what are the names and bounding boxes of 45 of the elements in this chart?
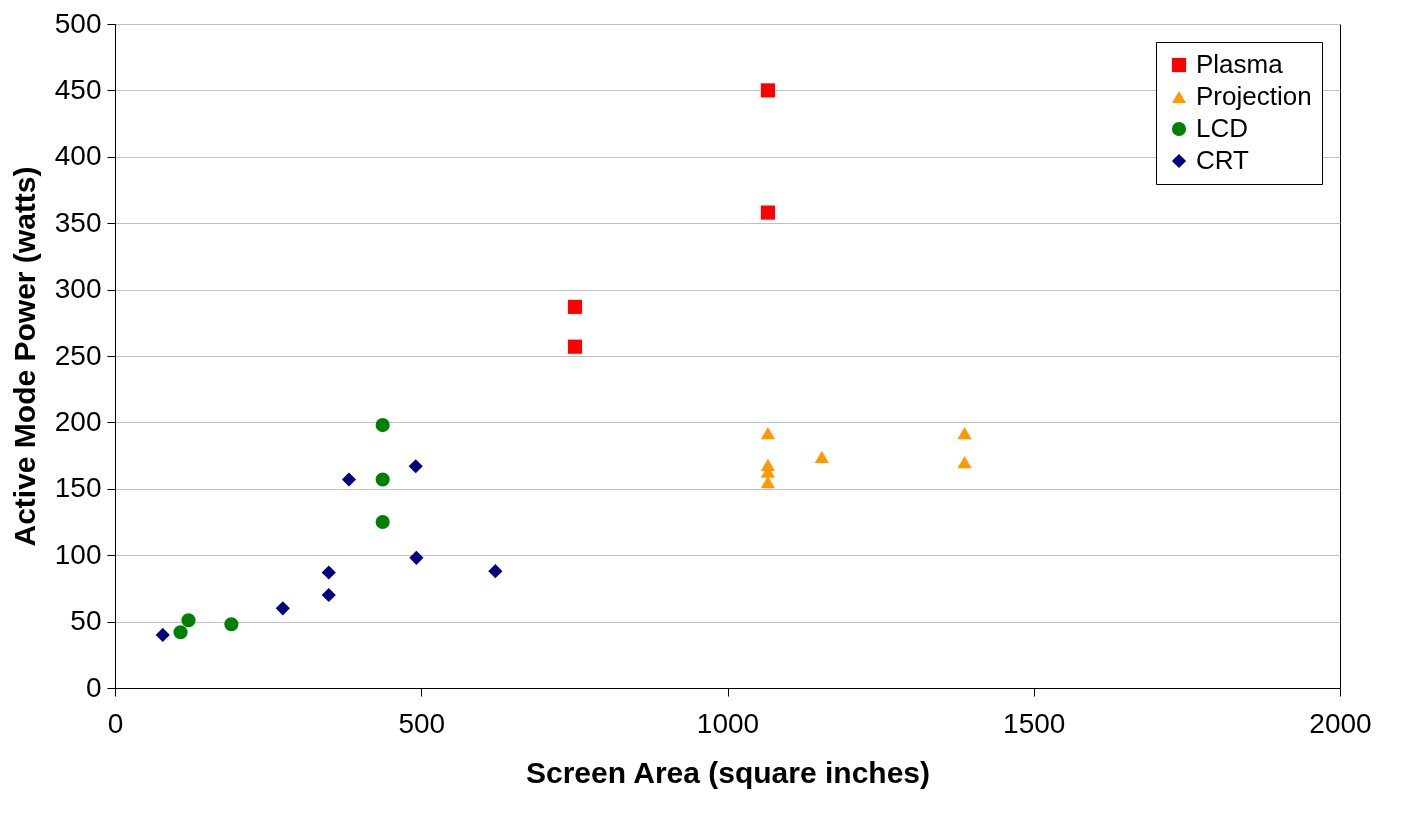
point: [760, 205, 775, 220]
point: [321, 565, 336, 580]
point: [957, 426, 972, 440]
point: [224, 617, 239, 632]
point: [957, 456, 972, 469]
y-tick-label: 400: [54, 140, 102, 172]
x-tick-label: 2000: [1309, 707, 1372, 739]
point: [760, 476, 775, 489]
point: [488, 564, 503, 579]
point: [321, 587, 336, 603]
y-tick-label: 450: [54, 73, 102, 105]
point: [760, 426, 775, 440]
point: [409, 550, 424, 565]
y-axis-title: Active Mode Power (watts): [7, 166, 41, 547]
point: [181, 613, 196, 628]
legend-label: CRT: [1196, 145, 1250, 175]
y-tick-label: 200: [54, 405, 102, 437]
legend-label: LCD: [1196, 113, 1249, 143]
y-tick-label: 150: [54, 472, 102, 504]
point: [341, 472, 357, 487]
point: [375, 418, 390, 433]
point: [567, 339, 583, 354]
point: [173, 625, 188, 640]
point: [814, 450, 829, 464]
point: [375, 514, 390, 530]
x-axis-title: Screen Area (square inches): [525, 755, 931, 789]
x-tick-label: 1500: [1003, 707, 1066, 739]
point: [275, 601, 290, 616]
point: [375, 472, 390, 487]
y-tick-label: 100: [54, 538, 102, 570]
x-tick-label: 0: [107, 707, 124, 739]
x-tick-label: 1000: [696, 707, 760, 739]
y-tick-label: 0: [85, 671, 102, 703]
y-tick-label: 50: [70, 605, 102, 637]
y-tick-label: 500: [54, 7, 102, 39]
y-tick-label: 250: [54, 339, 102, 371]
point: [408, 459, 423, 474]
legend-label: Projection: [1196, 81, 1312, 111]
y-tick-label: 300: [54, 273, 102, 305]
point: [155, 627, 170, 642]
point: [760, 83, 775, 98]
x-tick-label: 500: [398, 707, 446, 739]
legend-label: Plasma: [1196, 49, 1284, 79]
point: [567, 299, 583, 314]
y-tick-label: 350: [54, 206, 102, 238]
